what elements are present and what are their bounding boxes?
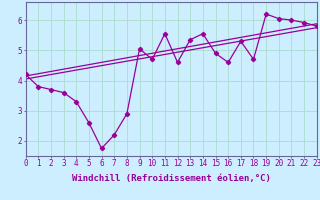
X-axis label: Windchill (Refroidissement éolien,°C): Windchill (Refroidissement éolien,°C) [72, 174, 271, 183]
